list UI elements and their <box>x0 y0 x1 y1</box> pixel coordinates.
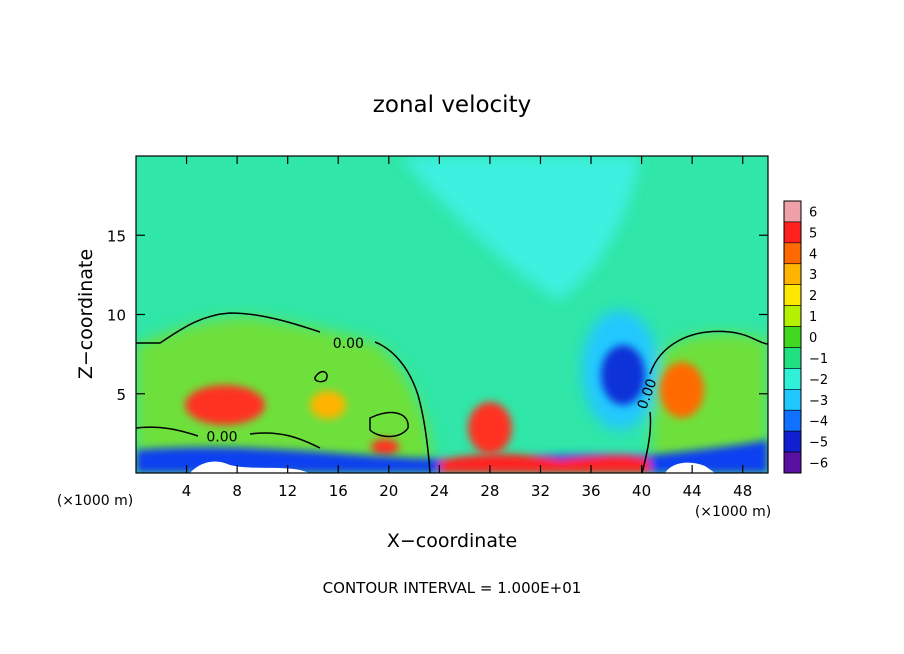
colorbar-tick-label: −4 <box>809 415 828 430</box>
x-tick-label: 20 <box>379 482 398 500</box>
upper-cyan-field <box>400 156 640 300</box>
anomaly-positive-2 <box>310 391 346 419</box>
colorbar-tick-label: 5 <box>809 226 817 241</box>
x-tick-label: 32 <box>531 482 550 500</box>
contour-zero-lower <box>136 426 321 449</box>
x-unit-label-left: (×1000 m) <box>57 493 133 509</box>
contour-zero-small <box>314 370 328 383</box>
colorbar-tick-label: 1 <box>809 310 817 325</box>
colorbar-segment <box>783 368 802 390</box>
colorbar-tick-label: 6 <box>809 205 817 220</box>
colorbar-tick-label: 0 <box>809 331 817 346</box>
surface-red-band <box>440 454 650 473</box>
x-tick-label: 44 <box>683 482 702 500</box>
x-tick-label: 36 <box>581 482 600 500</box>
x-tick-label: 48 <box>733 482 752 500</box>
contour-zero-right <box>641 330 768 473</box>
colorbar-tick-label: −6 <box>809 457 828 472</box>
contour-zero-upper <box>136 312 431 473</box>
contour-label: 0.00 <box>206 430 237 446</box>
contour-zero-loop <box>369 411 409 438</box>
colorbar-segment <box>783 263 802 285</box>
colorbar-segment <box>783 305 802 327</box>
x-tick-label: 8 <box>232 482 242 500</box>
colorbar-tick-label: 2 <box>809 289 817 304</box>
colorbar-tick-label: 4 <box>809 247 817 262</box>
colorbar: 6 5 4 3 2 1 0 −1 −2 −3 −4 −5 −6 <box>783 200 828 474</box>
y-axis-label: Z−coordinate <box>75 249 97 379</box>
anomaly-negative-core <box>601 345 645 405</box>
colorbar-segment <box>783 409 802 432</box>
y-tick-label: 15 <box>107 227 126 245</box>
colorbar-segment <box>783 242 802 265</box>
chart-title: zonal velocity <box>373 92 531 118</box>
colorbar-segment <box>783 451 802 474</box>
contour-label: 0.00 <box>333 336 364 352</box>
colorbar-segment <box>783 430 802 453</box>
x-tick-label: 28 <box>480 482 499 500</box>
x-axis: 4 8 12 16 20 24 28 32 36 40 44 48 <box>182 156 752 500</box>
colorbar-segment <box>783 326 802 348</box>
anomaly-positive-3 <box>468 402 512 454</box>
contour-lines <box>136 312 768 473</box>
y-tick-label: 10 <box>107 307 126 325</box>
colorbar-segment <box>783 221 802 244</box>
x-tick-label: 12 <box>278 482 297 500</box>
colorbar-segment <box>783 200 802 223</box>
colorbar-tick-label: −3 <box>809 394 828 409</box>
y-tick-label: 5 <box>116 386 126 404</box>
colorbar-segment <box>783 389 802 411</box>
colorbar-tick-label: 3 <box>809 268 817 283</box>
colorbar-tick-label: −1 <box>809 352 828 367</box>
surface-band <box>136 440 768 473</box>
anomaly-layer <box>185 345 704 455</box>
colorbar-segment <box>783 347 802 369</box>
contour-interval-note: CONTOUR INTERVAL = 1.000E+01 <box>323 579 582 597</box>
anomaly-positive-1 <box>185 385 265 425</box>
anomaly-positive-4 <box>660 362 704 418</box>
lower-layer-field <box>136 316 436 473</box>
y-axis: 5 10 15 <box>107 227 768 404</box>
anomaly-positive-5 <box>371 439 399 455</box>
colorbar-tick-label: −2 <box>809 373 828 388</box>
colorbar-segment <box>783 284 802 306</box>
x-tick-label: 4 <box>182 482 192 500</box>
plot-area <box>136 156 768 473</box>
x-unit-label-right: (×1000 m) <box>695 504 771 520</box>
colorbar-tick-label: −5 <box>809 436 828 451</box>
x-tick-label: 40 <box>632 482 651 500</box>
x-tick-label: 16 <box>329 482 348 500</box>
x-axis-label: X−coordinate <box>387 530 517 552</box>
terrain-white <box>190 461 715 473</box>
colorbar-frame <box>783 200 802 474</box>
x-tick-label: 24 <box>430 482 449 500</box>
